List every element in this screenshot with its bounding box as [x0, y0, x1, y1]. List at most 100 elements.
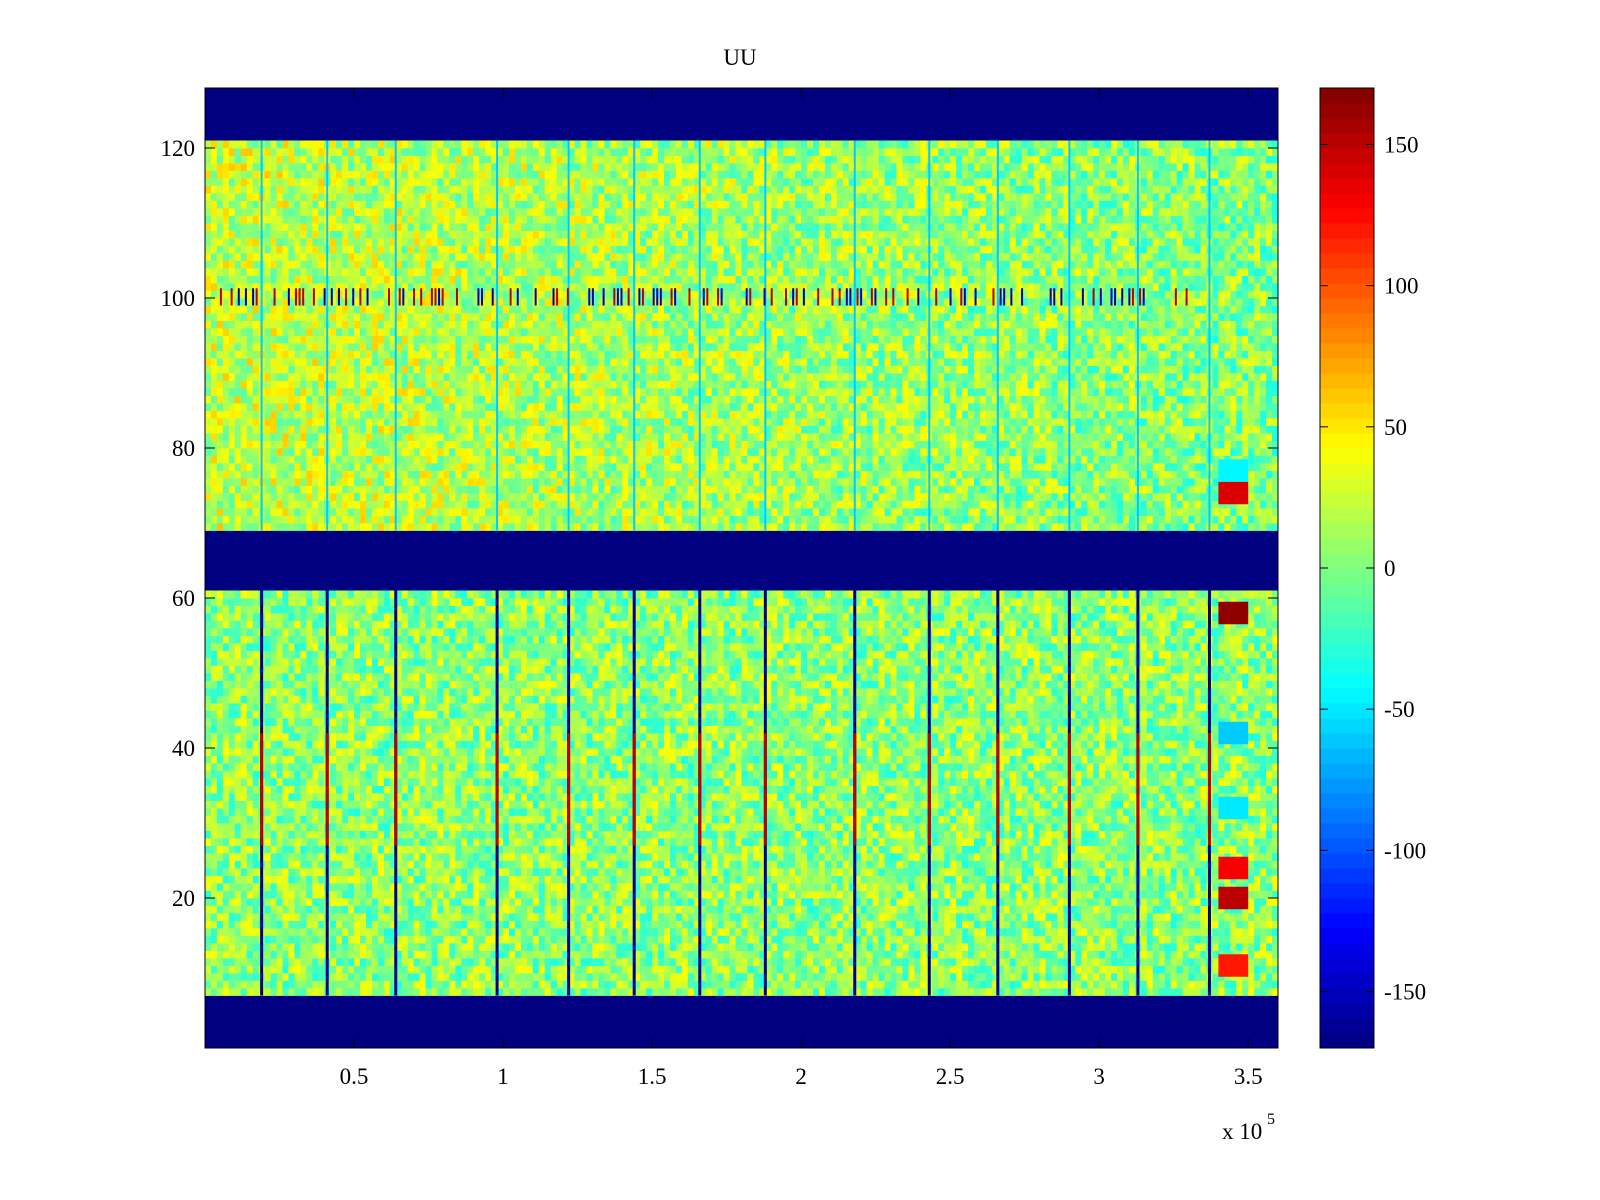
heatmap-cell — [598, 845, 605, 854]
heatmap-cell — [777, 785, 784, 794]
heatmap-cell — [1021, 875, 1029, 884]
heatmap-cell — [306, 785, 313, 794]
heatmap-cell — [1260, 920, 1267, 929]
heatmap-cell — [699, 913, 707, 921]
heatmap-cell — [824, 860, 832, 869]
heatmap-cell — [532, 808, 540, 816]
heatmap-cell — [634, 920, 641, 929]
heatmap-cell — [1212, 830, 1219, 839]
heatmap-cell — [425, 830, 432, 839]
heatmap-cell — [866, 875, 874, 884]
heatmap-cell — [854, 823, 862, 831]
heatmap-cell — [491, 943, 498, 951]
heatmap-cell — [1164, 845, 1172, 854]
heatmap-cell — [318, 860, 325, 869]
heatmap-cell — [979, 823, 987, 831]
heatmap-cell — [228, 860, 236, 869]
heatmap-cell — [437, 988, 444, 996]
heatmap-cell — [246, 838, 254, 846]
heatmap-cell — [574, 883, 581, 891]
heatmap-cell — [461, 860, 468, 869]
heatmap-cell — [848, 905, 856, 914]
heatmap-cell — [848, 875, 856, 884]
heatmap-cell — [985, 838, 993, 846]
heatmap-cell — [1015, 853, 1023, 861]
heatmap-cell — [1111, 845, 1118, 854]
heatmap-cell — [306, 853, 313, 861]
heatmap-cell — [795, 898, 802, 906]
heatmap-cell — [1003, 920, 1011, 929]
heatmap-cell — [1170, 823, 1178, 831]
heatmap-cell — [306, 875, 313, 884]
heatmap-cell — [813, 860, 820, 869]
heatmap-cell — [318, 785, 325, 794]
heatmap-cell — [1069, 793, 1076, 801]
heatmap-cell — [759, 913, 766, 921]
heatmap-cell — [497, 823, 504, 831]
heatmap-cell — [1045, 988, 1052, 996]
heatmap-cell — [473, 875, 480, 884]
heatmap-cell — [1254, 905, 1261, 914]
heatmap-cell — [342, 845, 349, 854]
heatmap-cell — [228, 965, 236, 974]
heatmap-cell — [1128, 793, 1136, 801]
heatmap-cell — [401, 845, 409, 854]
heatmap-cell — [1140, 815, 1148, 824]
heatmap-cell — [1081, 905, 1088, 914]
heatmap-cell — [1170, 808, 1178, 816]
heatmap-cell — [598, 988, 605, 996]
heatmap-cell — [1254, 853, 1261, 861]
heatmap-cell — [568, 905, 575, 914]
heatmap-cell — [1069, 943, 1076, 951]
heatmap-cell — [568, 853, 575, 861]
heatmap-cell — [222, 800, 230, 809]
heatmap-cell — [938, 905, 945, 914]
heatmap-cell — [562, 973, 570, 981]
heatmap-cell — [610, 965, 617, 974]
heatmap-cell — [365, 793, 373, 801]
heatmap-cell — [246, 853, 254, 861]
heatmap-cell — [1015, 823, 1023, 831]
heatmap-cell — [1027, 950, 1034, 959]
heatmap-cell — [741, 808, 748, 816]
heatmap-cell — [1176, 845, 1184, 854]
heatmap-cell — [1146, 815, 1154, 824]
heatmap-cell — [586, 935, 593, 944]
heatmap-cell — [467, 935, 474, 944]
heatmap-cell — [973, 860, 981, 869]
heatmap-cell — [246, 935, 254, 944]
heatmap-cell — [848, 845, 856, 854]
heatmap-cell — [658, 853, 665, 861]
heatmap-cell — [395, 875, 403, 884]
heatmap-cell — [562, 928, 570, 936]
heatmap-cell — [348, 898, 355, 906]
heatmap-cell — [1009, 860, 1017, 869]
heatmap-cell — [991, 935, 999, 944]
heatmap-cell — [1236, 943, 1243, 951]
heatmap-cell — [228, 823, 236, 831]
heatmap-cell — [1212, 920, 1219, 929]
heatmap-cell — [246, 808, 254, 816]
heatmap-cell — [443, 830, 450, 839]
heatmap-cell — [789, 853, 796, 861]
heatmap-cell — [765, 845, 772, 854]
heatmap-cell — [479, 935, 486, 944]
heatmap-cell — [276, 815, 283, 824]
heatmap-cell — [592, 793, 599, 801]
heatmap-cell — [610, 868, 617, 876]
heatmap-cell — [914, 815, 921, 824]
heatmap-cell — [854, 898, 862, 906]
heatmap-cell — [491, 868, 498, 876]
heatmap-cell — [1260, 935, 1267, 944]
heatmap-cell — [544, 838, 552, 846]
heatmap-cell — [443, 883, 450, 891]
heatmap-cell — [1224, 988, 1231, 996]
heatmap-cell — [747, 935, 754, 944]
heatmap-cell — [503, 830, 510, 839]
heatmap-cell — [288, 845, 295, 854]
heatmap-cell — [312, 785, 319, 794]
heatmap-cell — [1218, 973, 1225, 981]
heatmap-cell — [932, 950, 939, 959]
heatmap-cell — [514, 860, 522, 869]
heatmap-cell — [509, 950, 516, 959]
